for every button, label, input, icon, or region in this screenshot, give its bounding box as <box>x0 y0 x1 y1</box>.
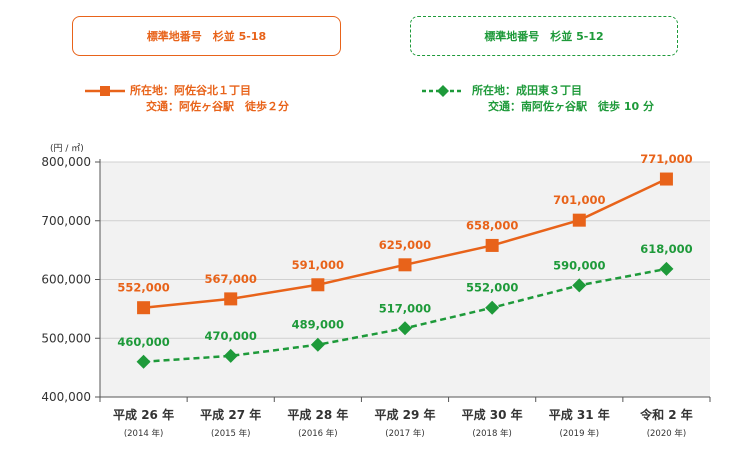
legend-access: 交通：南阿佐ヶ谷駅 徒歩 10 分 <box>488 100 654 113</box>
data-label: 470,000 <box>205 329 257 343</box>
y-tick-label: 400,000 <box>41 390 91 404</box>
series-2-point <box>572 278 587 293</box>
series-2-point <box>485 300 500 315</box>
data-label: 591,000 <box>292 258 344 272</box>
x-tick-sublabel: (2015 年) <box>211 428 250 439</box>
data-label: 567,000 <box>205 272 257 286</box>
legend-location: 所在地：阿佐谷北１丁目 <box>130 84 251 97</box>
series-2-point <box>659 261 674 276</box>
standard-land-box-suginami-5-18: 標準地番号 杉並 5-18 <box>72 16 341 56</box>
data-label: 590,000 <box>553 258 605 272</box>
series-1-point <box>311 278 325 292</box>
legend-location: 所在地：成田東３丁目 <box>472 84 582 97</box>
data-label: 517,000 <box>379 301 431 315</box>
x-tick-sublabel: (2017 年) <box>385 428 424 439</box>
y-tick-label: 500,000 <box>41 331 91 345</box>
series-1-point <box>485 238 499 252</box>
series-2-point <box>310 337 325 352</box>
x-tick-label: 平成 30 年 <box>462 407 523 422</box>
legend-marker-series-1 <box>85 86 125 96</box>
data-label: 460,000 <box>117 335 169 349</box>
legend-series-1: 所在地：阿佐谷北１丁目 交通：阿佐ヶ谷駅 徒歩２分 <box>130 83 289 115</box>
data-label: 552,000 <box>117 281 169 295</box>
data-label: 771,000 <box>640 152 692 166</box>
data-label: 625,000 <box>379 238 431 252</box>
series-1-point <box>659 172 673 186</box>
y-unit-label: (円 / ㎡) <box>50 143 84 154</box>
series-1-point <box>398 258 412 272</box>
series-1-point <box>137 301 151 315</box>
box-label: 標準地番号 杉並 5-18 <box>146 30 267 43</box>
series-1-point <box>224 292 238 306</box>
x-tick-sublabel: (2020 年) <box>647 428 686 439</box>
x-tick-label: 平成 31 年 <box>549 407 610 422</box>
x-tick-sublabel: (2014 年) <box>124 428 163 439</box>
series-1-point <box>572 213 586 227</box>
standard-land-box-suginami-5-12: 標準地番号 杉並 5-12 <box>410 16 678 56</box>
x-tick-label: 平成 29 年 <box>374 407 435 422</box>
data-label: 701,000 <box>553 193 605 207</box>
x-tick-label: 平成 26 年 <box>113 407 174 422</box>
x-tick-sublabel: (2018 年) <box>472 428 511 439</box>
legend-marker-series-2 <box>422 85 464 97</box>
x-tick-sublabel: (2016 年) <box>298 428 337 439</box>
x-tick-label: 令和 2 年 <box>639 407 693 422</box>
x-tick-label: 平成 27 年 <box>200 407 261 422</box>
x-tick-sublabel: (2019 年) <box>560 428 599 439</box>
series-2-point <box>223 348 238 363</box>
data-label: 618,000 <box>640 242 692 256</box>
x-tick-label: 平成 28 年 <box>287 407 348 422</box>
legend-access: 交通：阿佐ヶ谷駅 徒歩２分 <box>146 100 289 113</box>
series-2-point <box>398 321 412 336</box>
box-label: 標準地番号 杉並 5-12 <box>484 30 604 43</box>
y-tick-label: 800,000 <box>41 155 91 169</box>
legend-series-2: 所在地：成田東３丁目 交通：南阿佐ヶ谷駅 徒歩 10 分 <box>472 83 654 115</box>
data-label: 489,000 <box>292 318 344 332</box>
y-tick-label: 700,000 <box>41 214 91 228</box>
series-2-point <box>136 354 151 369</box>
y-tick-label: 600,000 <box>41 273 91 287</box>
data-label: 552,000 <box>466 281 518 295</box>
data-label: 658,000 <box>466 218 518 232</box>
